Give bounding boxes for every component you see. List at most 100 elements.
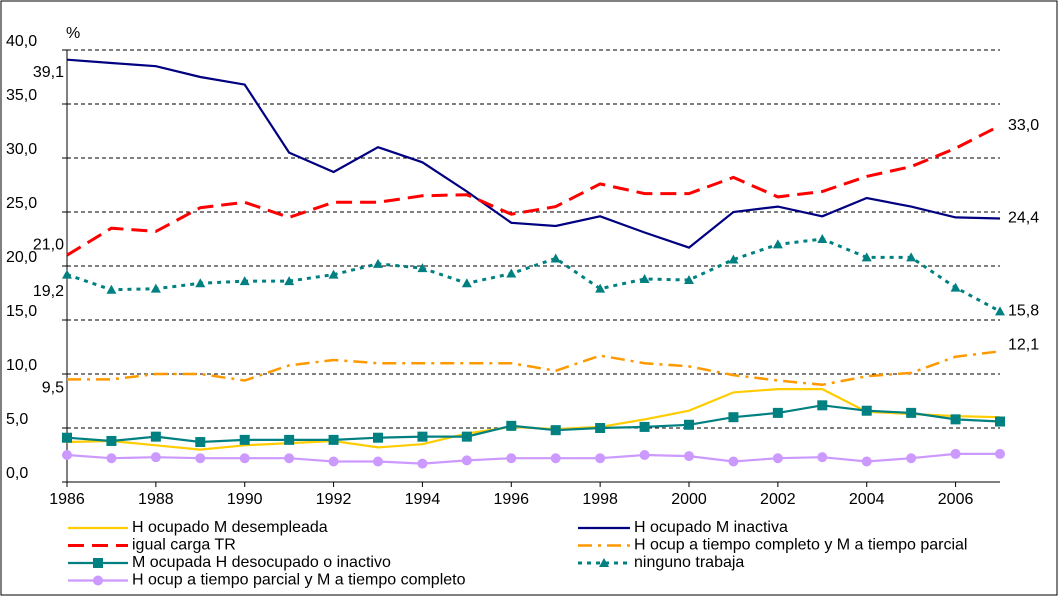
point bbox=[728, 412, 739, 423]
legend-marker bbox=[599, 558, 609, 567]
point bbox=[550, 253, 561, 263]
point bbox=[684, 275, 694, 285]
x-tick-label: 2006 bbox=[938, 491, 974, 508]
point bbox=[417, 458, 428, 469]
x-tick-label: 2000 bbox=[671, 491, 707, 508]
legend-label: M ocupada H desocupado o inactivo bbox=[132, 554, 391, 571]
point bbox=[772, 239, 783, 249]
value-label: 15,8 bbox=[1008, 303, 1039, 320]
point bbox=[861, 456, 872, 467]
point bbox=[950, 282, 961, 292]
legend-label: igual carga TR bbox=[132, 537, 236, 554]
point bbox=[284, 434, 295, 445]
point bbox=[906, 252, 917, 262]
x-tick-label: 1998 bbox=[582, 491, 618, 508]
point bbox=[772, 453, 783, 464]
series-line bbox=[67, 350, 1001, 387]
value-label: 9,5 bbox=[42, 380, 64, 397]
point bbox=[106, 453, 117, 464]
x-tick-label: 2004 bbox=[849, 491, 885, 508]
value-label: 12,1 bbox=[1008, 337, 1039, 354]
value-label: 24,4 bbox=[1008, 210, 1039, 227]
point bbox=[328, 456, 339, 467]
point bbox=[106, 284, 117, 294]
y-tick-label: 20,0 bbox=[6, 249, 37, 266]
y-tick-label: 40,0 bbox=[6, 33, 37, 50]
legend-marker bbox=[93, 558, 103, 568]
point bbox=[106, 435, 117, 446]
point bbox=[817, 452, 828, 463]
value-label: 19,2 bbox=[33, 283, 64, 300]
point bbox=[239, 453, 250, 464]
series-line bbox=[66, 58, 1001, 249]
point bbox=[728, 254, 739, 264]
value-label: 21,0 bbox=[33, 236, 64, 253]
point bbox=[195, 453, 206, 464]
point bbox=[62, 450, 72, 460]
x-tick-label: 1986 bbox=[49, 491, 85, 508]
point bbox=[772, 407, 783, 418]
point bbox=[195, 437, 206, 448]
point bbox=[461, 455, 472, 466]
point bbox=[817, 400, 828, 411]
y-tick-label: 10,0 bbox=[6, 357, 37, 374]
point bbox=[995, 416, 1005, 427]
point bbox=[373, 432, 383, 443]
point bbox=[239, 276, 250, 286]
x-tick-label: 1996 bbox=[493, 491, 529, 508]
point bbox=[417, 431, 428, 442]
point bbox=[595, 283, 606, 293]
point bbox=[150, 431, 161, 442]
point bbox=[284, 453, 295, 464]
legend-label: ninguno trabaja bbox=[634, 554, 744, 571]
point bbox=[995, 306, 1005, 316]
point bbox=[950, 448, 961, 459]
point bbox=[639, 273, 650, 283]
legend-label: H ocupado M desempleada bbox=[132, 519, 328, 536]
point bbox=[506, 453, 517, 464]
point bbox=[639, 421, 650, 432]
point bbox=[817, 234, 828, 243]
x-tick-label: 1990 bbox=[227, 491, 263, 508]
point bbox=[461, 278, 472, 288]
x-tick-label: 1988 bbox=[138, 491, 174, 508]
y-axis-label: % bbox=[66, 25, 80, 42]
point bbox=[373, 456, 383, 467]
y-tick-label: 35,0 bbox=[6, 87, 37, 104]
point bbox=[284, 276, 295, 286]
point bbox=[728, 456, 739, 467]
value-label: 33,0 bbox=[1008, 117, 1039, 134]
point bbox=[417, 263, 428, 273]
series-line bbox=[66, 404, 1001, 444]
point bbox=[150, 452, 161, 463]
y-tick-label: 5,0 bbox=[6, 411, 28, 428]
point bbox=[239, 434, 250, 445]
point bbox=[861, 405, 872, 416]
series-line bbox=[66, 452, 1000, 465]
point bbox=[328, 434, 339, 445]
y-tick-label: 15,0 bbox=[6, 303, 37, 320]
x-tick-label: 1992 bbox=[316, 491, 352, 508]
y-tick-label: 25,0 bbox=[6, 195, 37, 212]
value-label: 39,1 bbox=[33, 64, 64, 81]
point bbox=[906, 407, 917, 418]
point bbox=[373, 258, 383, 268]
legend-marker bbox=[93, 575, 103, 586]
point bbox=[550, 425, 561, 436]
point bbox=[461, 431, 472, 442]
point bbox=[195, 278, 206, 288]
point bbox=[861, 252, 872, 262]
point bbox=[995, 448, 1005, 459]
point bbox=[506, 268, 517, 278]
point bbox=[150, 283, 161, 293]
point bbox=[506, 420, 517, 431]
point bbox=[550, 453, 561, 464]
y-tick-label: 0,0 bbox=[6, 465, 28, 482]
x-tick-label: 1994 bbox=[405, 491, 441, 508]
legend-label: H ocupado M inactiva bbox=[634, 519, 788, 536]
legend-label: H ocup a tiempo parcial y M a tiempo com… bbox=[132, 572, 466, 589]
point bbox=[906, 453, 917, 464]
point bbox=[684, 451, 694, 462]
